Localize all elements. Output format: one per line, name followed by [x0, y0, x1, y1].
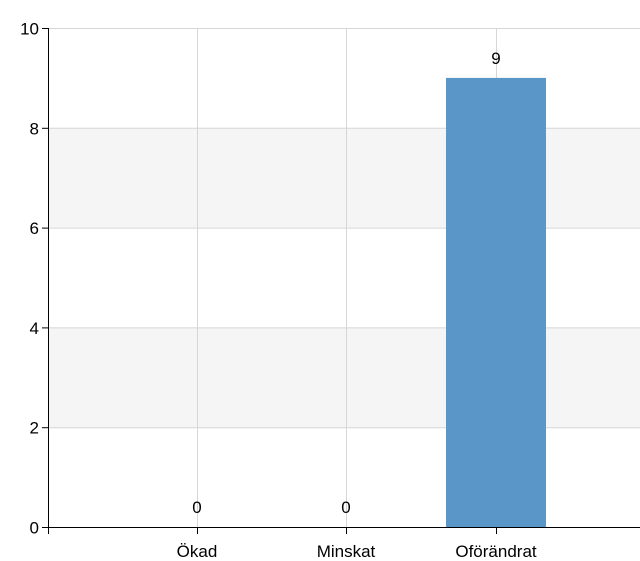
data-labels: 0 0 9	[192, 49, 500, 517]
x-axis-ticks: Ökad Minskat Oförändrat	[48, 527, 537, 561]
plot-bands	[48, 127, 640, 428]
data-label: 0	[192, 498, 201, 517]
data-label: 0	[341, 498, 350, 517]
plot-band	[48, 327, 640, 428]
axes	[42, 28, 640, 528]
y-tick-label: 8	[30, 119, 39, 138]
bars	[446, 77, 546, 528]
x-tick-label: Ökad	[177, 542, 218, 561]
plot-band	[48, 127, 640, 228]
y-tick-label: 4	[30, 319, 39, 338]
x-tick-label: Minskat	[317, 542, 376, 561]
x-tick-label: Oförändrat	[455, 542, 537, 561]
y-tick-label: 2	[30, 419, 39, 438]
y-tick-label: 0	[30, 519, 39, 538]
bar-2	[446, 77, 546, 528]
data-label: 9	[491, 49, 500, 68]
y-axis-ticks: 0 2 4 6 8 10	[20, 20, 48, 538]
gridlines	[48, 28, 640, 527]
y-tick-label: 10	[20, 20, 39, 39]
y-tick-label: 6	[30, 219, 39, 238]
